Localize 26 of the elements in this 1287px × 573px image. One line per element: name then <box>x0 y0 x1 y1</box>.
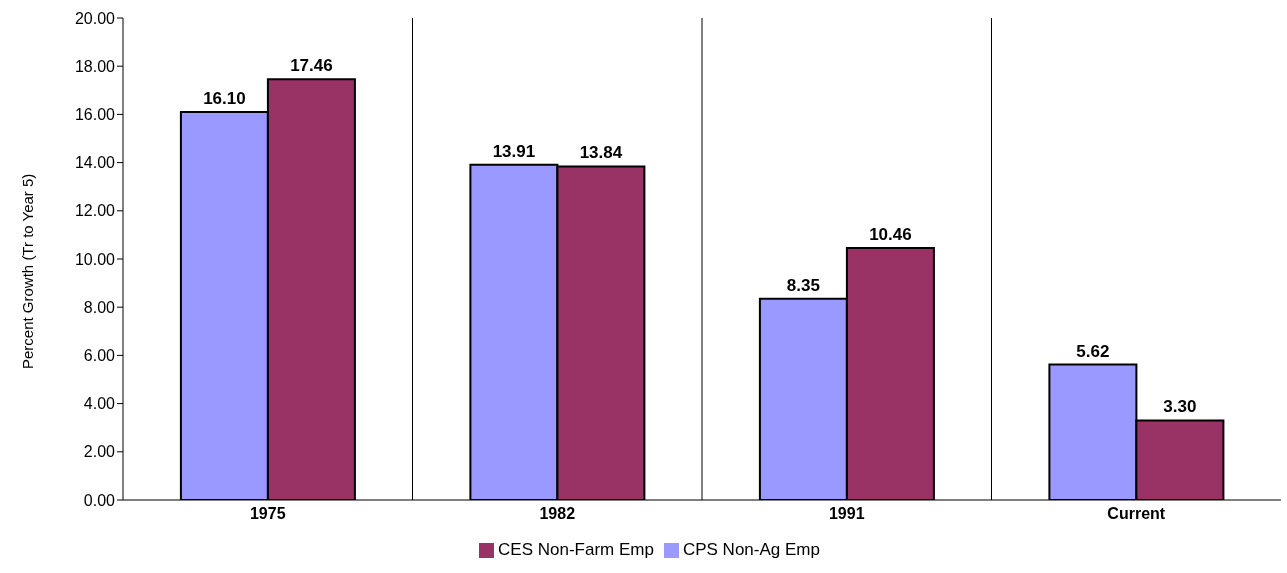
x-tick-label: Current <box>1107 505 1166 523</box>
data-label: 13.84 <box>579 143 623 163</box>
data-label: 8.35 <box>786 275 820 295</box>
y-tick-label: 16.00 <box>74 106 116 124</box>
y-tick-label: 14.00 <box>74 154 116 172</box>
legend-label: CES Non-Farm Emp <box>498 540 654 559</box>
legend-label: CPS Non-Ag Emp <box>682 540 820 559</box>
y-tick-label: 0.00 <box>83 491 116 509</box>
data-label: 5.62 <box>1076 341 1110 361</box>
x-tick-label: 1975 <box>249 505 286 523</box>
data-label: 16.10 <box>203 88 246 108</box>
y-tick-label: 6.00 <box>83 347 116 365</box>
data-label: 13.91 <box>492 141 536 161</box>
data-label: 3.30 <box>1163 397 1197 417</box>
x-tick-label: 1982 <box>539 505 576 523</box>
x-tick-label: 1991 <box>828 505 865 523</box>
y-axis-title: Percent Growth (Tr to Year 5) <box>19 173 37 369</box>
y-tick-label: 2.00 <box>83 443 116 461</box>
y-tick-label: 8.00 <box>83 298 116 316</box>
y-tick-label: 4.00 <box>83 395 116 413</box>
data-label: 10.46 <box>869 224 912 244</box>
y-tick-label: 20.00 <box>74 9 116 27</box>
y-tick-label: 12.00 <box>74 202 116 220</box>
y-tick-label: 10.00 <box>74 250 116 268</box>
y-tick-label: 18.00 <box>74 57 116 75</box>
data-label: 17.46 <box>290 56 333 76</box>
